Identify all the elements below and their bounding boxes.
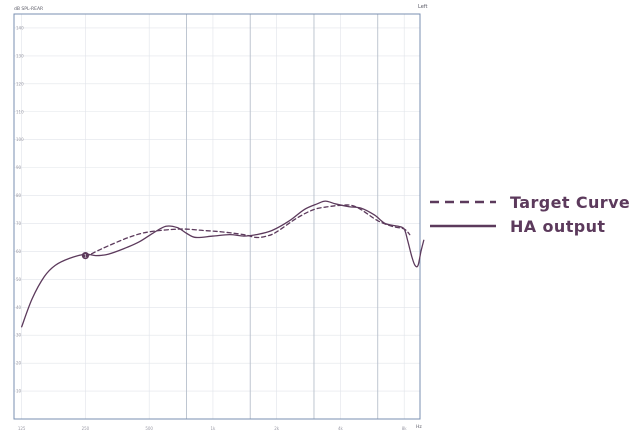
y-tick-label: 90 [16, 165, 22, 170]
x-tick-label: 250 [82, 426, 90, 431]
fitting-marker-label: 1 [84, 253, 87, 259]
legend: Target Curve HA output [430, 190, 630, 238]
legend-label-ha-output: HA output [510, 216, 606, 236]
x-tick-label: 4k [338, 426, 344, 431]
plot-area: 1 [21, 200, 425, 328]
y-tick-label: 140 [16, 25, 24, 30]
fitting-marker[interactable] [81, 252, 90, 260]
y-tick-label: 40 [16, 305, 22, 310]
x-tick-label: 125 [18, 426, 26, 431]
x-axis-unit-label: Hz [416, 424, 422, 430]
y-tick-label: 100 [16, 137, 24, 142]
y-tick-label: 70 [16, 221, 22, 226]
plot-frame [13, 13, 421, 420]
dashed-line-swatch [430, 200, 496, 204]
y-tick-label: 50 [16, 277, 22, 282]
y-tick-label: 30 [16, 333, 22, 338]
y-tick-label: 130 [16, 53, 24, 58]
y-tick-label: 60 [16, 249, 22, 254]
x-tick-label: 1k [210, 426, 216, 431]
x-tick-label: 8k [402, 426, 408, 431]
y-tick-label: 80 [16, 193, 22, 198]
ha-output-line [21, 200, 425, 328]
x-tick-label: 500 [145, 426, 153, 431]
y-tick-label: 120 [16, 81, 24, 86]
y-tick-label: 20 [16, 361, 22, 366]
y-tick-label: 110 [16, 109, 24, 114]
legend-item-ha-output: HA output [430, 214, 630, 238]
y-tick-label: 10 [16, 389, 22, 394]
side-label: Left [418, 4, 427, 10]
target-curve-line [84, 204, 411, 258]
y-axis-label: dB SPL-REAR [14, 6, 43, 12]
solid-line-swatch [430, 224, 496, 228]
tick-labels: 140 130 120 110 100 90 80 70 60 50 40 30 20 10 125 250 5… [16, 25, 407, 431]
x-tick-label: 2k [274, 426, 280, 431]
legend-item-target-curve: Target Curve [430, 190, 630, 214]
grid [14, 14, 420, 419]
legend-label-target-curve: Target Curve [510, 192, 631, 212]
